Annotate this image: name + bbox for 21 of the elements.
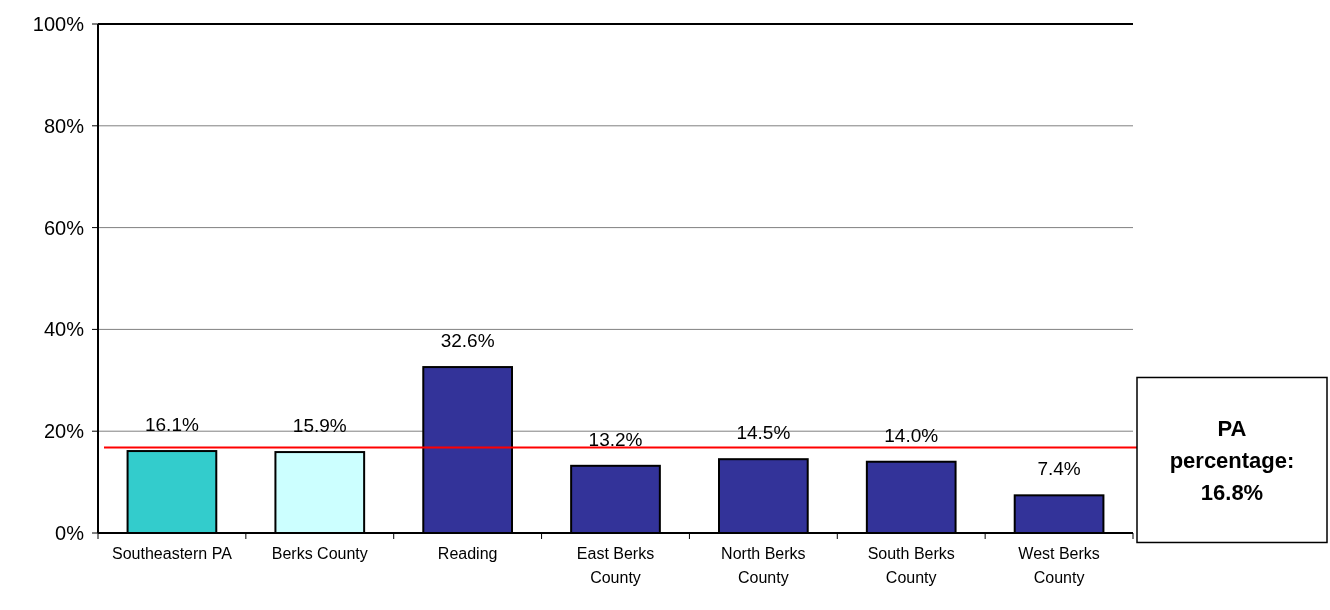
data-label: 32.6%	[440, 330, 495, 352]
data-label: 15.9%	[292, 415, 347, 437]
data-label: 14.0%	[884, 424, 939, 446]
x-tick-label: North Berks County	[721, 545, 806, 586]
y-tick-label: 100%	[32, 13, 85, 35]
data-label: 14.5%	[736, 422, 791, 444]
data-label: 7.4%	[1037, 458, 1081, 480]
y-tick-label: 60%	[43, 216, 85, 239]
x-tick-label: West Berks County	[1018, 545, 1100, 586]
data-label: 16.1%	[144, 414, 199, 436]
x-tick-label: Berks County	[271, 545, 368, 562]
ref-line-label: PA percentage: 16.8%	[1169, 415, 1295, 505]
y-tick-label: 20%	[43, 420, 85, 443]
data-label: 13.2%	[588, 428, 643, 450]
x-tick-label: Southeastern PA	[112, 545, 233, 562]
y-tick-label: 40%	[43, 318, 85, 341]
x-tick-label: East Berks County	[576, 545, 655, 586]
y-tick-label: 0%	[55, 522, 85, 544]
y-tick-label: 80%	[43, 114, 85, 137]
x-tick-label: South Berks County	[867, 545, 955, 586]
x-tick-label: Reading	[437, 545, 498, 562]
